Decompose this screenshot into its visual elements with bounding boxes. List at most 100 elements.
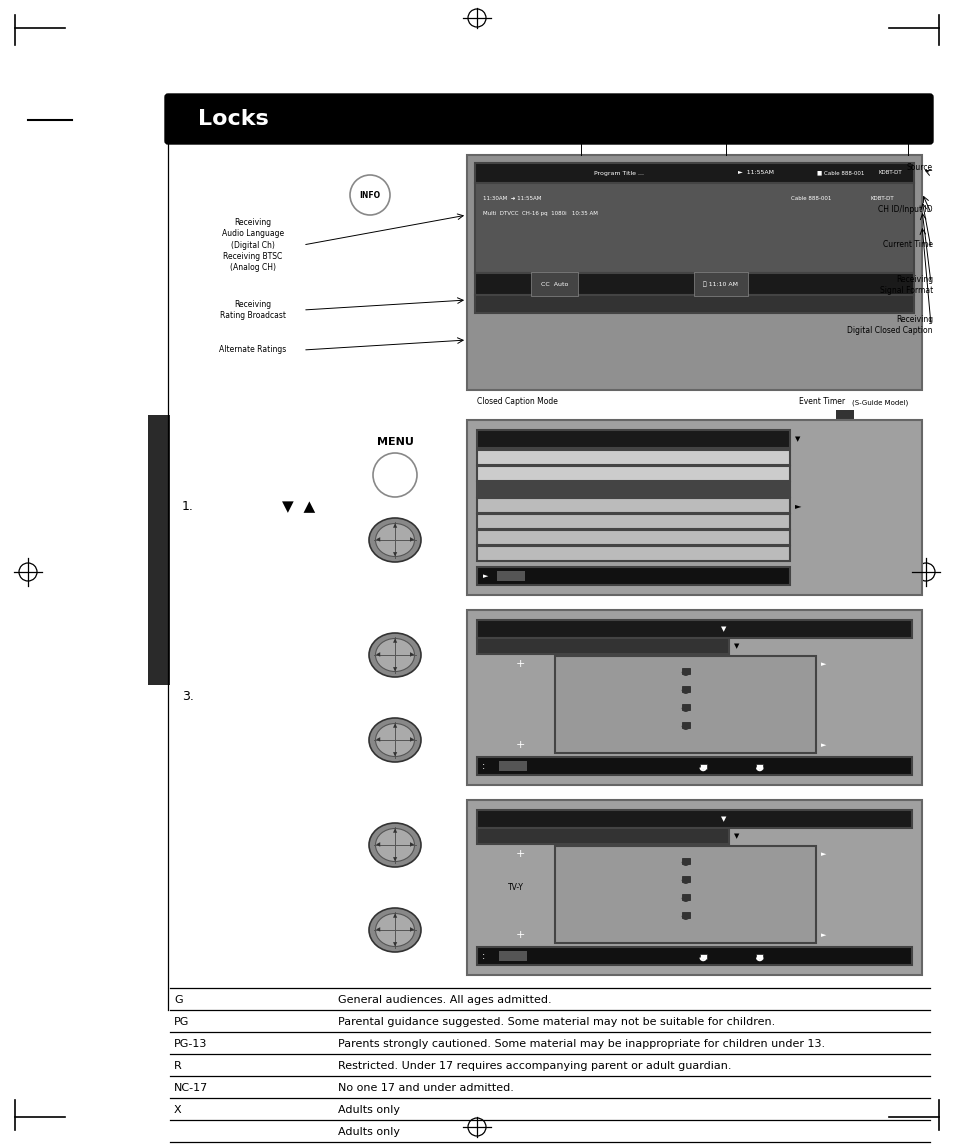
Text: ▼: ▼ — [393, 552, 396, 556]
Text: ▼: ▼ — [720, 626, 725, 632]
Text: +: + — [516, 740, 525, 750]
Bar — [680, 686, 689, 692]
Bar — [475, 163, 913, 183]
Text: G: G — [173, 995, 182, 1005]
Bar — [498, 761, 526, 771]
Text: ▲: ▲ — [393, 523, 396, 528]
Bar — [476, 828, 728, 844]
Text: ▼: ▼ — [720, 816, 725, 822]
Bar — [680, 858, 689, 863]
Text: ■ Cable 888-001: ■ Cable 888-001 — [817, 171, 863, 175]
Bar — [476, 947, 911, 965]
Text: X: X — [173, 1105, 181, 1115]
Text: +: + — [516, 848, 525, 859]
Text: ◀: ◀ — [375, 737, 380, 742]
Bar — [476, 757, 911, 775]
Bar — [699, 954, 706, 960]
Text: NC-17: NC-17 — [173, 1083, 208, 1093]
Text: TV-Y: TV-Y — [508, 883, 523, 892]
Bar — [476, 530, 789, 545]
Text: ▶: ▶ — [410, 537, 414, 543]
Bar — [476, 567, 789, 585]
Circle shape — [350, 175, 390, 215]
Text: ▼: ▼ — [794, 436, 799, 442]
Text: :: : — [481, 951, 485, 961]
Circle shape — [373, 453, 416, 497]
Text: Locks: Locks — [198, 109, 269, 129]
Text: ▶: ▶ — [410, 653, 414, 657]
Text: Event Timer: Event Timer — [798, 397, 844, 406]
Ellipse shape — [369, 633, 420, 677]
Ellipse shape — [369, 908, 420, 951]
Text: Receiving
Digital Closed Caption: Receiving Digital Closed Caption — [846, 315, 932, 335]
Ellipse shape — [375, 914, 414, 947]
Text: Current Time: Current Time — [882, 240, 932, 248]
Text: PG: PG — [173, 1017, 190, 1027]
Text: ►: ► — [482, 572, 488, 579]
Bar — [756, 764, 762, 769]
Bar — [475, 273, 913, 295]
Text: No one 17 and under admitted.: No one 17 and under admitted. — [337, 1083, 514, 1093]
FancyBboxPatch shape — [165, 94, 932, 144]
Text: ◀: ◀ — [375, 653, 380, 657]
Text: ▼: ▼ — [393, 752, 396, 757]
Bar — [476, 810, 911, 828]
Text: Adults only: Adults only — [337, 1127, 399, 1137]
Text: Receiving
Rating Broadcast: Receiving Rating Broadcast — [220, 300, 286, 321]
Ellipse shape — [375, 724, 414, 757]
Text: 1.: 1. — [182, 500, 193, 513]
Bar — [476, 466, 789, 481]
Bar — [475, 183, 913, 273]
Bar — [835, 410, 853, 423]
Text: KDBT-DT: KDBT-DT — [869, 196, 893, 200]
Text: Receiving
Audio Language
(Digital Ch)
Receiving BTSC
(Analog CH): Receiving Audio Language (Digital Ch) Re… — [222, 219, 284, 271]
Text: ▲: ▲ — [393, 828, 396, 834]
Text: ►: ► — [820, 661, 825, 668]
Text: ▶: ▶ — [410, 927, 414, 932]
Bar — [680, 704, 689, 710]
Text: ►  11:55AM: ► 11:55AM — [738, 171, 774, 175]
Bar — [476, 498, 789, 513]
Text: MENU: MENU — [376, 437, 413, 447]
Text: ▲: ▲ — [393, 724, 396, 728]
Bar — [475, 295, 913, 313]
Ellipse shape — [375, 523, 414, 556]
Bar — [699, 764, 706, 769]
Bar — [555, 656, 816, 753]
Text: ►: ► — [820, 851, 825, 856]
Text: ▼: ▼ — [733, 834, 739, 839]
Text: +: + — [516, 660, 525, 669]
Ellipse shape — [375, 829, 414, 861]
Text: CH ID/Input ID: CH ID/Input ID — [878, 205, 932, 214]
Text: Parents strongly cautioned. Some material may be inappropriate for children unde: Parents strongly cautioned. Some materia… — [337, 1040, 824, 1049]
Bar — [467, 800, 921, 976]
Bar — [476, 482, 789, 497]
Text: ▼: ▼ — [393, 942, 396, 947]
Bar — [476, 450, 789, 465]
Text: ◀: ◀ — [375, 843, 380, 847]
Text: Multi  DTVCC  CH-16 pq  1080i   10:35 AM: Multi DTVCC CH-16 pq 1080i 10:35 AM — [482, 211, 598, 215]
Text: ▼: ▼ — [393, 666, 396, 672]
Text: CC  Auto: CC Auto — [540, 282, 568, 286]
Text: ►: ► — [820, 932, 825, 938]
Bar — [680, 876, 689, 882]
Text: PG-13: PG-13 — [173, 1040, 207, 1049]
Text: ◀: ◀ — [375, 537, 380, 543]
Text: ►: ► — [820, 742, 825, 748]
Text: ▲: ▲ — [393, 914, 396, 918]
Bar — [476, 514, 789, 529]
Bar — [555, 846, 816, 943]
Text: ▲: ▲ — [393, 638, 396, 643]
Bar — [680, 721, 689, 727]
Text: R: R — [173, 1061, 182, 1071]
Text: Restricted. Under 17 requires accompanying parent or adult guardian.: Restricted. Under 17 requires accompanyi… — [337, 1061, 731, 1071]
Bar — [497, 571, 524, 581]
Bar — [467, 155, 921, 390]
Text: 3.: 3. — [182, 690, 193, 703]
Bar — [680, 668, 689, 673]
Text: (S-Guide Model): (S-Guide Model) — [851, 398, 907, 405]
Text: ◀: ◀ — [375, 927, 380, 932]
Text: ▶: ▶ — [410, 737, 414, 742]
Text: ▼  ▲: ▼ ▲ — [282, 499, 314, 514]
Ellipse shape — [369, 823, 420, 867]
